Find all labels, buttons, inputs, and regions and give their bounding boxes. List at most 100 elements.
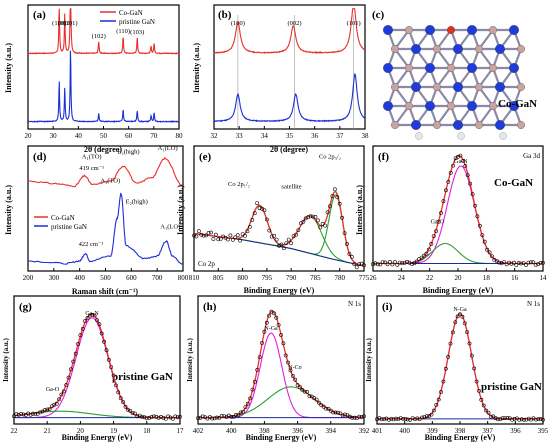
panel-i-data-point [448,341,453,346]
panel-g-data-point [61,389,66,394]
nitrogen-atom [383,63,393,73]
panel-h-data-point [326,406,331,411]
panel-g-data-point [140,414,145,419]
panel-f-data-point [458,153,463,158]
panel-g-data-point [59,392,64,397]
panel-f-data-point [422,253,426,258]
panel-g-data-point [21,412,26,417]
panel-i-data-point [446,354,451,359]
panel-f-data-point [516,261,521,265]
panel-i-data-point [467,341,472,346]
panel-g-data-point [90,312,95,317]
panel-g-data-point [130,411,135,415]
panel-f-data-point [373,261,378,266]
panel-i-data-point [479,397,484,402]
panel-h-data-point [314,397,319,402]
panel-i-data-point [458,312,462,317]
panel-g-data-point [170,416,175,421]
panel-h-xtick-label: 396 [292,427,303,435]
panel-f-data-point [397,260,402,265]
panel-e-data-point [196,229,201,234]
panel-f-fit-component [373,242,543,265]
panel-e-annotation: Co 2p₃/₂ [319,154,341,161]
panel-f-data-point [388,259,392,264]
panel-e-data-point [230,237,235,242]
panel-a-frame [27,4,180,130]
panel-f-data-point [463,164,468,168]
panel-g-data-point [64,383,69,387]
panel-h-data-point [241,409,246,414]
panel-d: (d) Raman shift (cm⁻¹) Intensity (a.u.) … [4,145,189,296]
panel-f-data-point [524,263,528,267]
panel-i-data-point [505,416,510,420]
panel-g-data-point [76,342,80,346]
panel-i-data-point [493,416,498,421]
panel-i-data-point [517,417,522,422]
panel-g-data-point [95,318,99,323]
panel-g-data-point [159,414,163,419]
panel-e-xtick-label: 780 [334,274,345,282]
panel-f-xtick-label: 22 [426,274,434,282]
panel-h-data-point [276,323,281,327]
panel-f-data-point [538,261,543,265]
panel-e-data-point [328,204,332,209]
panel-f-peak-label: Ga-N [454,159,468,165]
panel-a-xtick-label: 70 [150,132,158,140]
panel-a-xtick-label: 20 [25,132,33,140]
panel-f-data-point [448,170,453,175]
panel-g-data-point [66,375,71,380]
panel-g-xlabel: Binding Energy (eV) [62,433,133,442]
panel-i-xtick-label: 398 [455,427,466,435]
panel-g-data-point [118,396,123,401]
panel-i-data-point [429,412,434,417]
panel-i-data-point [450,330,455,335]
panel-i-data-point [486,410,491,415]
panel-h-xtick-label: 392 [359,427,370,435]
panel-d-series-pristine-gan [27,192,184,266]
panel-f: (f) Ga 3d Co-GaN Binding Energy (eV) Int… [355,145,547,295]
panel-d-xtick-label: 300 [49,274,60,282]
panel-i-data-point [495,417,500,422]
panel-f-data-point [477,223,482,228]
panel-g-data-point [178,414,182,419]
panel-h-data-point [212,416,217,421]
panel-g-data-point [73,351,78,356]
panel-g-data-point [144,416,149,421]
nitrogen-atom [509,63,519,73]
panel-b-peak-label: (101) [347,20,361,27]
panel-d-label: (d) [33,151,47,163]
panel-e-data-point [362,263,366,268]
panel-d-xlabel: Raman shift (cm⁻¹) [72,287,139,296]
panel-f-xtick-label: 24 [398,274,406,282]
panel-e-data-point [318,225,323,230]
panel-e-data-point [252,211,257,216]
panel-h-data-point [293,377,298,382]
panel-e-data-point [311,214,315,219]
panel-i-data-point [394,416,398,421]
panel-e-data-point [349,254,354,259]
panel-i-data-point [420,415,425,420]
panel-h-data-point [196,416,200,421]
panel-e-annotation: Co 2p₁/₂ [228,181,250,188]
panel-e-data-point [296,228,301,233]
hydrogen-atom [457,132,465,140]
panel-a-xtick-label: 50 [100,132,108,140]
panel-a-peak-label: (110) [116,28,130,35]
panel-d-xtick-label: 800 [178,274,189,282]
gallium-atom [489,64,497,72]
panel-g-data-point [111,373,116,378]
panel-h-data-point [283,353,288,358]
nitrogen-atom [383,25,393,35]
gallium-atom [433,45,441,53]
nitrogen-atom [383,101,393,111]
panel-i-data-point [424,414,429,419]
panel-e-data-point [284,241,289,246]
panel-d-annotation: 419 cm⁻¹ [79,165,104,172]
panel-i-data-point [522,417,526,422]
panel-f-data-point [380,260,385,265]
panel-e-data-point [240,232,245,237]
panel-e-xtick-label: 775 [359,274,370,282]
panel-e-data-point [238,238,243,243]
panel-a-series-co-gan [28,8,180,55]
panel-g-data-point [135,414,140,419]
